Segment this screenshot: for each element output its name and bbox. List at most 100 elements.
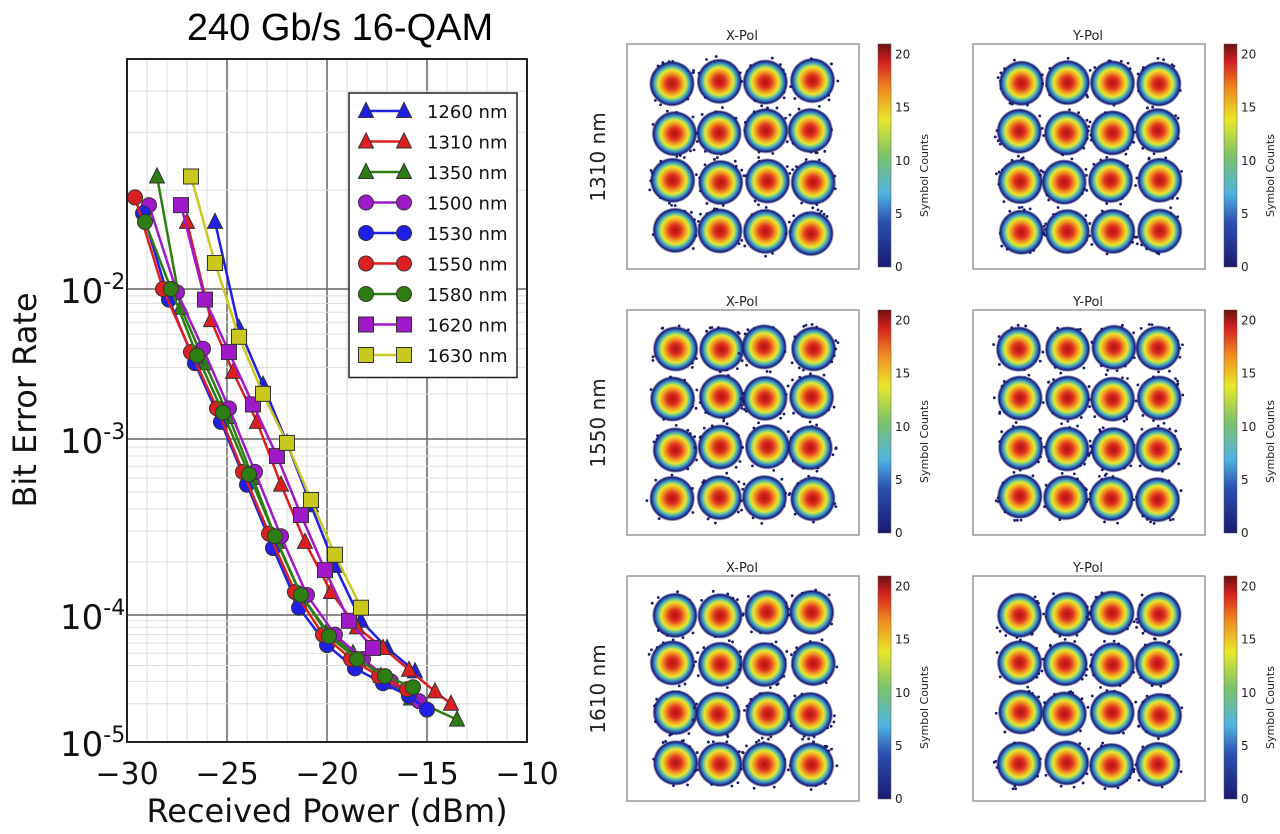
data-point bbox=[197, 291, 213, 308]
constellation-point bbox=[1085, 741, 1136, 790]
data-point bbox=[353, 599, 369, 616]
data-point bbox=[293, 506, 309, 523]
constellation-point bbox=[1134, 105, 1181, 156]
colorbar bbox=[1223, 43, 1238, 268]
constellation-point bbox=[788, 740, 839, 791]
constellation-point bbox=[1134, 375, 1185, 425]
legend-entry: 1310 nm bbox=[357, 131, 507, 154]
colorbar-tick-label: 15 bbox=[1241, 367, 1256, 381]
colorbar-tick-label: 15 bbox=[1241, 101, 1256, 115]
data-point bbox=[358, 255, 374, 272]
data-point bbox=[341, 612, 357, 629]
data-point bbox=[358, 316, 374, 333]
legend-entry: 1580 nm bbox=[358, 285, 507, 306]
legend-entry: 1500 nm bbox=[358, 194, 507, 215]
colorbar-tick-label: 15 bbox=[895, 101, 910, 115]
legend-label: 1530 nm bbox=[427, 224, 507, 245]
grid bbox=[126, 58, 528, 743]
y-tick-label: 10-2 bbox=[60, 270, 125, 312]
constellation-point bbox=[737, 323, 788, 374]
constellation-point bbox=[992, 740, 1043, 791]
x-tick-label: −25 bbox=[195, 757, 258, 792]
legend-label: 1630 nm bbox=[427, 346, 507, 367]
constellation-point bbox=[790, 323, 840, 372]
colorbar-tick-label: 10 bbox=[1241, 420, 1256, 434]
data-point bbox=[221, 344, 237, 361]
constellation-point bbox=[649, 375, 699, 422]
data-point bbox=[241, 466, 257, 483]
constellation-point bbox=[652, 689, 700, 737]
constellation-point bbox=[1089, 639, 1136, 689]
data-point bbox=[358, 194, 374, 211]
colorbar bbox=[877, 309, 892, 534]
colorbar-label: Symbol Counts bbox=[1264, 400, 1277, 483]
constellation-point bbox=[1087, 155, 1137, 206]
series-line bbox=[189, 176, 363, 609]
constellation-point bbox=[1044, 591, 1091, 641]
data-point bbox=[137, 213, 153, 230]
constellation-point bbox=[992, 323, 1042, 373]
data-point bbox=[365, 639, 381, 656]
constellation-point bbox=[694, 639, 744, 689]
data-point bbox=[358, 347, 374, 363]
constellation-point bbox=[739, 375, 789, 422]
constellation-point bbox=[1088, 373, 1136, 423]
constellation-point bbox=[743, 690, 793, 740]
data-point bbox=[357, 131, 375, 149]
constellation-point bbox=[693, 740, 745, 788]
data-point bbox=[163, 281, 179, 297]
constellation-point bbox=[1087, 426, 1137, 473]
ber-chart: 240 Gb/s 16-QAM −30 −25 −20 −15 −10 10-2 10-3… bbox=[6, 7, 559, 830]
series-layer bbox=[127, 166, 466, 727]
constellation-point bbox=[647, 638, 696, 688]
data-point bbox=[327, 546, 343, 563]
constellation-plot: Y-Pol 0 5 10 15 20 Symbol Counts bbox=[972, 561, 1277, 805]
colorbar-tick-label: 20 bbox=[895, 580, 910, 594]
legend-entry: 1260 nm bbox=[357, 101, 507, 123]
x-tick-label: −30 bbox=[95, 757, 158, 792]
constellation-point bbox=[1134, 637, 1183, 688]
x-ticks: −30 −25 −20 −15 −10 bbox=[95, 757, 558, 792]
legend-label: 1260 nm bbox=[427, 102, 507, 123]
constellation-point bbox=[1135, 57, 1182, 107]
data-point bbox=[255, 385, 271, 402]
constellation-point bbox=[1135, 156, 1183, 204]
constellation-point bbox=[789, 474, 838, 524]
colorbar bbox=[1223, 309, 1238, 534]
data-point bbox=[358, 286, 374, 302]
constellation-point bbox=[786, 372, 836, 424]
data-point bbox=[396, 347, 412, 363]
colorbar-tick-label: 5 bbox=[1241, 207, 1249, 221]
legend-label: 1550 nm bbox=[427, 255, 507, 276]
constellation-point bbox=[1042, 472, 1092, 522]
constellation-point bbox=[737, 640, 789, 690]
colorbar-tick-label: 15 bbox=[1241, 633, 1256, 647]
x-tick-label: −10 bbox=[495, 757, 558, 792]
colorbar-tick-label: 20 bbox=[1241, 48, 1256, 62]
data-point bbox=[321, 628, 337, 645]
constellation-point bbox=[1132, 737, 1183, 789]
data-point bbox=[183, 168, 199, 185]
y-axis-label: Bit Error Rate bbox=[6, 292, 44, 507]
constellation-point bbox=[787, 105, 834, 155]
colorbar-label: Symbol Counts bbox=[1264, 666, 1277, 749]
constellation-point bbox=[1086, 689, 1138, 736]
x-tick-label: −15 bbox=[395, 757, 458, 792]
data-point bbox=[207, 254, 223, 271]
data-point bbox=[349, 651, 365, 668]
constellation-point bbox=[744, 156, 792, 207]
data-point bbox=[357, 162, 375, 179]
colorbar bbox=[1223, 575, 1238, 800]
x-tick-label: −20 bbox=[295, 757, 358, 792]
constellation-point bbox=[648, 155, 698, 207]
data-point bbox=[426, 681, 444, 699]
constellation-point bbox=[695, 106, 747, 156]
constellation-point bbox=[995, 592, 1046, 639]
constellation-point bbox=[1134, 424, 1183, 473]
constellation-point bbox=[1134, 323, 1184, 374]
constellation-plot: Y-Pol 0 5 10 15 20 Symbol Counts bbox=[972, 29, 1277, 273]
data-point bbox=[279, 434, 295, 451]
constellation-plot: Y-Pol 0 5 10 15 20 Symbol Counts bbox=[972, 295, 1277, 539]
constellation-point bbox=[1135, 206, 1183, 256]
constellation-point bbox=[787, 423, 838, 473]
